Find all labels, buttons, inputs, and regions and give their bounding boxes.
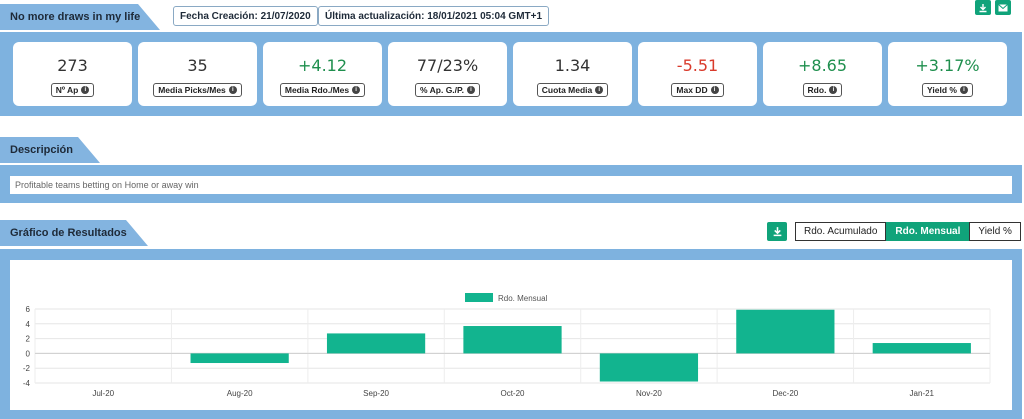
bar	[872, 343, 971, 354]
x-tick-label: Nov-20	[636, 389, 662, 398]
y-tick-label: 4	[26, 320, 31, 329]
stat-label-text: Rdo.	[807, 85, 827, 95]
download-icon	[979, 3, 987, 12]
last-update: Última actualización: 18/01/2021 05:04 G…	[318, 6, 550, 26]
y-tick-label: 6	[26, 305, 31, 314]
x-tick-label: Sep-20	[363, 389, 389, 398]
info-icon[interactable]: i	[466, 86, 475, 94]
info-icon[interactable]: i	[829, 86, 838, 94]
toggle-rdo-acumulado[interactable]: Rdo. Acumulado	[795, 222, 887, 241]
toggle-rdo-mensual[interactable]: Rdo. Mensual	[886, 222, 970, 241]
description-text: Profitable teams betting on Home or away…	[10, 176, 1012, 194]
description-title: Descripción	[10, 144, 73, 156]
stat-label[interactable]: Media Picks/Mes i	[153, 83, 242, 97]
info-icon[interactable]: i	[228, 86, 237, 94]
y-tick-label: 0	[26, 349, 31, 358]
stat-card: +3.17% Yield % i	[888, 42, 1007, 106]
info-icon[interactable]: i	[710, 86, 719, 94]
stat-label[interactable]: % Ap. G./P. i	[415, 83, 480, 97]
x-tick-label: Jul-20	[92, 389, 114, 398]
stat-card: 35 Media Picks/Mes i	[138, 42, 257, 106]
stat-label[interactable]: Cuota Media i	[536, 83, 609, 97]
bar	[190, 353, 289, 364]
bar	[463, 326, 562, 354]
chart-panel: -4 -2 0 2 4 6 Jul-20 Aug-20 Sep-20 Oct-20 Nov-20 De…	[10, 260, 1012, 410]
stat-label[interactable]: Max DD i	[671, 83, 724, 97]
stat-value: 1.34	[554, 56, 591, 75]
envelope-icon	[998, 3, 1008, 11]
strategy-title-tab: No more draws in my life	[0, 4, 160, 30]
stat-value: +8.65	[797, 56, 848, 75]
stat-label-text: Cuota Media	[541, 85, 593, 95]
bar	[326, 333, 426, 354]
info-icon[interactable]: i	[959, 86, 968, 94]
stat-value: 35	[187, 56, 208, 75]
x-tick-label: Oct-20	[500, 389, 525, 398]
stat-value: +3.17%	[915, 56, 980, 75]
legend-swatch	[465, 293, 493, 302]
legend-label: Rdo. Mensual	[498, 294, 548, 303]
y-tick-label: -2	[23, 364, 31, 373]
stat-card: +4.12 Media Rdo./Mes i	[263, 42, 382, 106]
y-tick-label: -4	[23, 379, 31, 388]
stat-card: 77/23% % Ap. G./P. i	[388, 42, 507, 106]
stat-card: 273 Nº Ap i	[13, 42, 132, 106]
toggle-yield[interactable]: Yield %	[969, 222, 1021, 241]
stat-card: 1.34 Cuota Media i	[513, 42, 632, 106]
strategy-title: No more draws in my life	[10, 11, 141, 23]
y-tick-label: 2	[26, 335, 31, 344]
creation-date: Fecha Creación: 21/07/2020	[173, 6, 318, 26]
stat-label[interactable]: Media Rdo./Mes i	[279, 83, 366, 97]
x-tick-label: Jan-21	[910, 389, 935, 398]
bar	[736, 309, 835, 354]
x-tick-label: Aug-20	[227, 389, 253, 398]
stat-label-text: Media Rdo./Mes	[284, 85, 350, 95]
stat-value: 77/23%	[416, 56, 479, 75]
info-icon[interactable]: i	[595, 86, 604, 94]
chart-download-button[interactable]	[767, 222, 787, 241]
stat-label[interactable]: Yield % i	[922, 83, 973, 97]
stat-label-text: Nº Ap	[55, 85, 79, 95]
stat-value: +4.12	[297, 56, 348, 75]
stat-label[interactable]: Rdo. i	[802, 83, 843, 97]
x-tick-label: Dec-20	[772, 389, 798, 398]
chart-mode-toggle: Rdo. Acumulado Rdo. Mensual Yield %	[795, 222, 1021, 241]
stat-value: 273	[57, 56, 88, 75]
info-icon[interactable]: i	[352, 86, 361, 94]
stat-card: -5.51 Max DD i	[638, 42, 757, 106]
export-button[interactable]	[975, 0, 991, 15]
download-icon	[773, 227, 781, 237]
stat-label-text: Yield %	[927, 85, 957, 95]
stat-value: -5.51	[676, 56, 719, 75]
results-chart: -4 -2 0 2 4 6 Jul-20 Aug-20 Sep-20 Oct-20 Nov-20 De…	[23, 293, 991, 398]
info-icon[interactable]: i	[81, 86, 90, 94]
results-title: Gráfico de Resultados	[10, 227, 127, 239]
bar	[599, 353, 699, 382]
stat-label-text: Media Picks/Mes	[158, 85, 226, 95]
stat-label[interactable]: Nº Ap i	[50, 83, 95, 97]
stat-card: +8.65 Rdo. i	[763, 42, 882, 106]
stat-label-text: % Ap. G./P.	[420, 85, 464, 95]
description-tab: Descripción	[0, 137, 100, 163]
email-button[interactable]	[995, 0, 1011, 15]
results-tab: Gráfico de Resultados	[0, 220, 148, 246]
stat-label-text: Max DD	[676, 85, 708, 95]
